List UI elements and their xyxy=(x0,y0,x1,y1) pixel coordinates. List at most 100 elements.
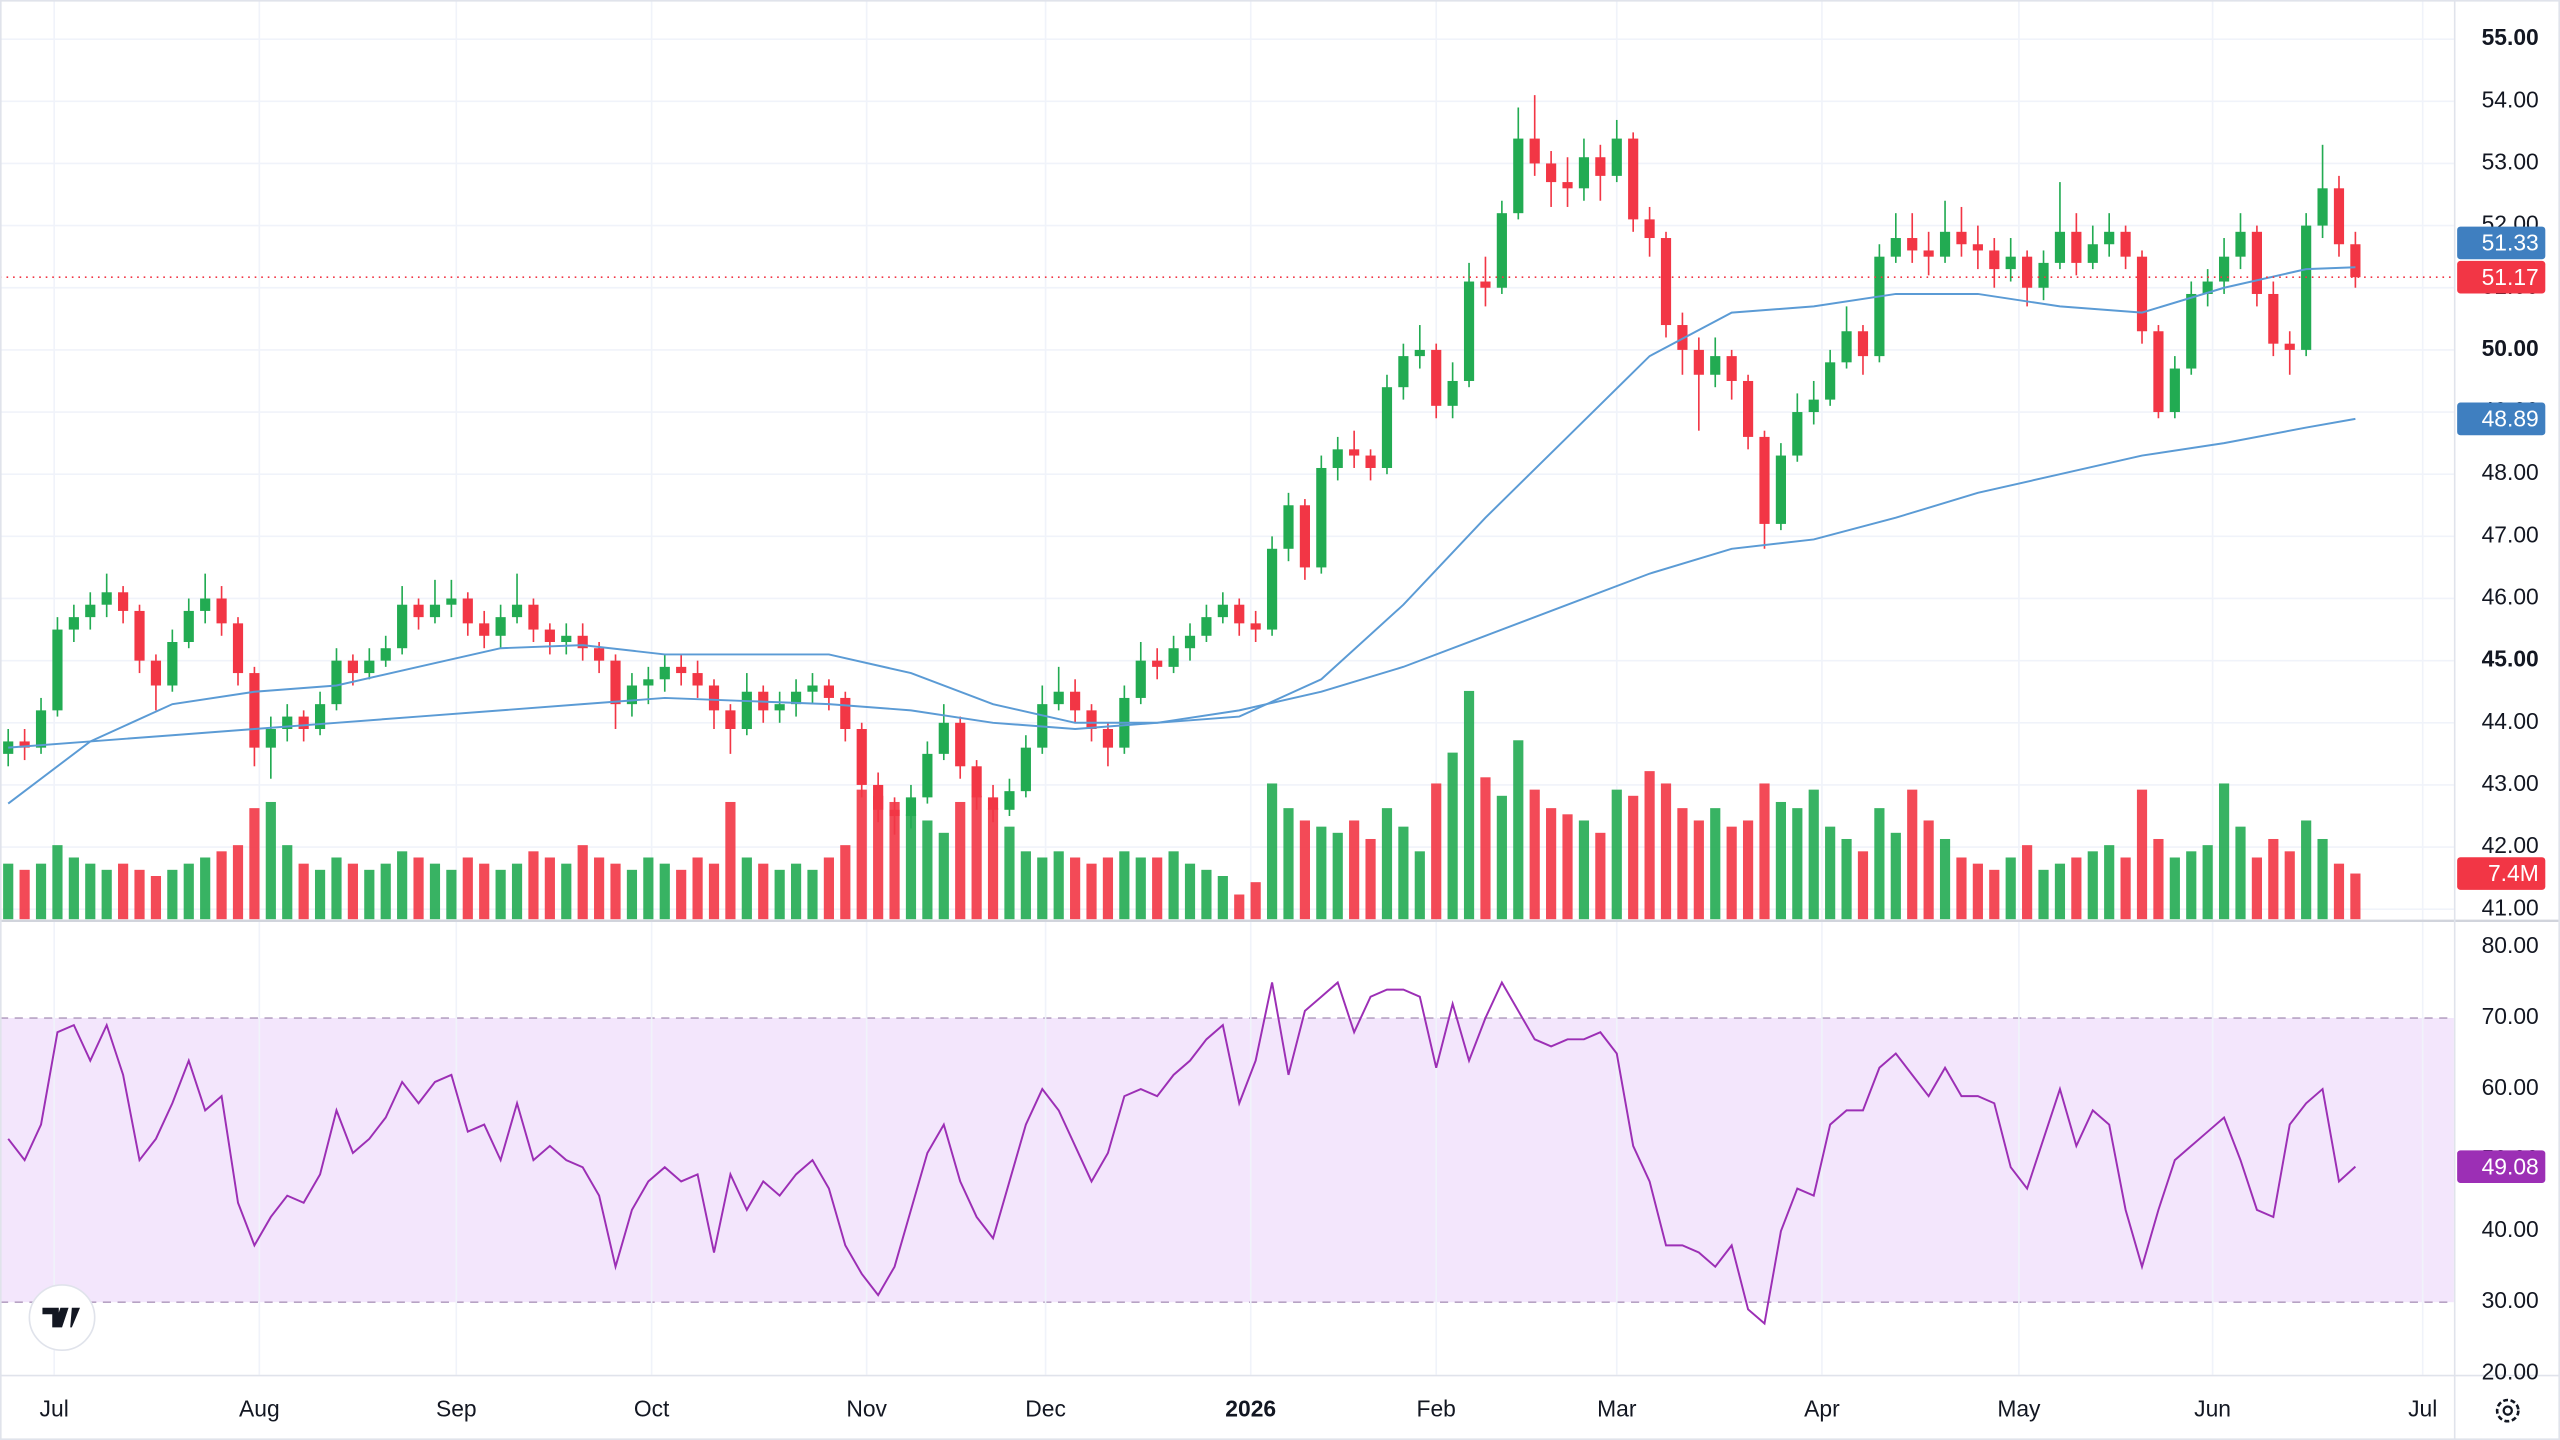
volume-bar xyxy=(922,820,933,920)
volume-bar xyxy=(1660,783,1672,920)
candle-body xyxy=(1513,138,1524,214)
volume-bar xyxy=(331,857,342,920)
volume-bar xyxy=(1332,832,1343,920)
candle-body xyxy=(380,648,391,661)
volume-bar xyxy=(790,863,802,920)
volume-bar xyxy=(364,869,375,920)
candle-body xyxy=(2005,256,2016,270)
candle-body xyxy=(1562,182,1573,189)
volume-bar xyxy=(1398,826,1409,920)
x-tick-label: May xyxy=(1997,1396,2041,1422)
candle-body xyxy=(2202,281,2213,294)
volume-bar xyxy=(1004,826,1015,920)
candle-body xyxy=(1693,349,1704,375)
volume-bar xyxy=(2153,838,2164,920)
candle-body xyxy=(2218,256,2230,282)
y-tick-label: 30.00 xyxy=(2482,1287,2539,1313)
candle-body xyxy=(1529,138,1540,164)
volume-bar xyxy=(397,851,408,920)
volume-bar xyxy=(1726,826,1737,920)
candle-body xyxy=(1135,660,1146,698)
candle-body xyxy=(429,604,441,618)
volume-bar xyxy=(150,876,162,920)
candle-body xyxy=(1201,617,1212,636)
candle-body xyxy=(1546,163,1557,183)
candle-body xyxy=(1660,238,1672,326)
volume-bar xyxy=(725,801,736,920)
candle-body xyxy=(561,635,572,642)
volume-bar xyxy=(905,814,917,920)
volume-bar xyxy=(758,863,769,920)
candle-body xyxy=(1759,436,1770,524)
volume-bar xyxy=(1234,894,1245,920)
volume-bar xyxy=(2136,789,2148,920)
candle-body xyxy=(52,629,63,711)
tradingview-logo[interactable] xyxy=(28,1284,96,1352)
y-tick-label: 47.00 xyxy=(2482,521,2539,547)
volume-bar xyxy=(823,857,834,920)
candle-body xyxy=(1431,349,1442,406)
candle-body xyxy=(1923,250,1934,257)
candle-body xyxy=(2333,188,2345,245)
x-tick-label: Sep xyxy=(436,1396,477,1422)
volume-bar xyxy=(2301,820,2312,920)
last-price-badge-bg xyxy=(2457,260,2546,294)
y-tick-label: 53.00 xyxy=(2482,148,2539,174)
candle-body xyxy=(1742,380,1754,437)
gear-outer[interactable] xyxy=(2495,1398,2520,1423)
volume-bar xyxy=(1595,832,1606,920)
candle-body xyxy=(610,660,621,705)
rsi-badge: 49.08 xyxy=(2482,1153,2539,1179)
volume-bar xyxy=(2317,838,2328,920)
candle-body xyxy=(1299,505,1310,568)
last-price-badge: 51.17 xyxy=(2482,264,2539,290)
volume-bar xyxy=(1907,789,1918,920)
candle-body xyxy=(577,635,588,649)
volume-bar xyxy=(1857,851,1869,920)
moving-average-badge-bg xyxy=(2457,402,2546,436)
volume-bar xyxy=(2104,845,2115,920)
candle-body xyxy=(971,766,982,798)
settings-button[interactable] xyxy=(2495,1398,2520,1423)
volume-bar xyxy=(52,845,63,920)
volume-bar xyxy=(955,801,966,920)
candle-body xyxy=(708,685,720,711)
volume-bar xyxy=(1053,851,1064,920)
volume-bar xyxy=(2169,857,2180,920)
candle-body xyxy=(889,809,900,817)
volume-bar xyxy=(2268,838,2279,920)
volume-bar xyxy=(1693,820,1704,920)
candle-body xyxy=(1989,250,2000,270)
candle-body xyxy=(905,797,917,817)
x-tick-label: Nov xyxy=(846,1396,887,1422)
candle-body xyxy=(1086,710,1097,730)
volume-bar xyxy=(1874,808,1885,920)
volume-bar xyxy=(807,869,818,920)
y-tick-label: 45.00 xyxy=(2482,646,2539,672)
y-tick-label: 55.00 xyxy=(2482,24,2539,50)
volume-bar xyxy=(528,851,539,920)
candle-body xyxy=(1956,231,1967,245)
candle-body xyxy=(232,623,244,674)
candle-body xyxy=(873,784,884,810)
volume-bar xyxy=(1972,863,1983,920)
candle-body xyxy=(511,604,523,618)
volume-bar xyxy=(167,869,178,920)
candle-body xyxy=(2071,231,2082,263)
volume-bar xyxy=(1480,777,1491,920)
volume-bar xyxy=(577,845,588,920)
volume-bar xyxy=(1102,857,1114,920)
candle-body xyxy=(462,598,473,624)
volume-bar xyxy=(1989,869,2000,920)
candle-body xyxy=(1316,467,1327,568)
candle-body xyxy=(1611,138,1622,176)
rsi-badge-bg xyxy=(2457,1150,2546,1183)
volume-bar xyxy=(1349,820,1360,920)
candle-body xyxy=(101,592,112,605)
candle-body xyxy=(1053,691,1064,705)
candle-body xyxy=(692,673,703,686)
candle-body xyxy=(1726,356,1737,381)
volume-bar xyxy=(1562,814,1573,920)
volume-bar xyxy=(938,832,949,920)
